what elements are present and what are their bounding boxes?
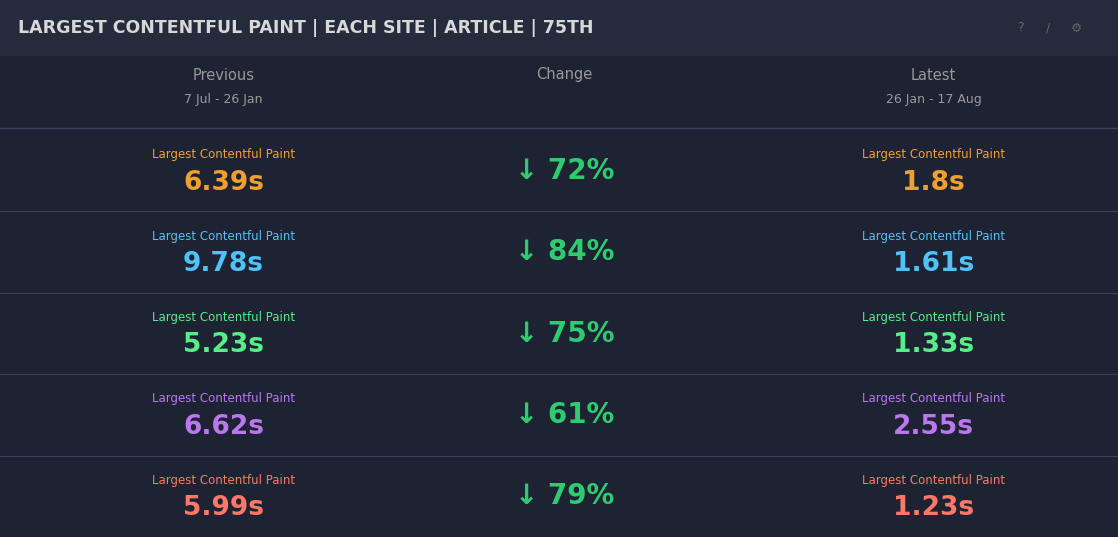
Text: ?: ?: [1016, 21, 1023, 34]
Text: 1.8s: 1.8s: [902, 170, 965, 195]
Text: ↓ 75%: ↓ 75%: [515, 320, 614, 347]
Text: 26 Jan - 17 Aug: 26 Jan - 17 Aug: [885, 93, 982, 106]
Text: Largest Contentful Paint: Largest Contentful Paint: [152, 230, 295, 243]
Text: 1.61s: 1.61s: [893, 251, 974, 277]
Text: /: /: [1045, 21, 1050, 34]
Text: 2.55s: 2.55s: [893, 414, 974, 440]
Text: 6.39s: 6.39s: [183, 170, 264, 195]
Text: Largest Contentful Paint: Largest Contentful Paint: [862, 311, 1005, 324]
Text: ↓ 61%: ↓ 61%: [515, 401, 614, 429]
Text: 1.33s: 1.33s: [893, 332, 974, 359]
Text: Latest: Latest: [911, 68, 956, 83]
Text: Largest Contentful Paint: Largest Contentful Paint: [152, 311, 295, 324]
Text: ↓ 79%: ↓ 79%: [515, 482, 614, 510]
Text: 5.99s: 5.99s: [183, 495, 264, 521]
Text: 9.78s: 9.78s: [183, 251, 264, 277]
Text: 6.62s: 6.62s: [183, 414, 264, 440]
Text: Change: Change: [537, 68, 593, 83]
Text: 1.23s: 1.23s: [893, 495, 974, 521]
Text: Largest Contentful Paint: Largest Contentful Paint: [152, 148, 295, 161]
Text: Largest Contentful Paint: Largest Contentful Paint: [862, 474, 1005, 487]
Text: Largest Contentful Paint: Largest Contentful Paint: [152, 393, 295, 405]
Text: LARGEST CONTENTFUL PAINT | EACH SITE | ARTICLE | 75TH: LARGEST CONTENTFUL PAINT | EACH SITE | A…: [18, 19, 594, 37]
Text: 7 Jul - 26 Jan: 7 Jul - 26 Jan: [184, 93, 263, 106]
Text: Previous: Previous: [192, 68, 255, 83]
Text: Largest Contentful Paint: Largest Contentful Paint: [862, 148, 1005, 161]
Text: 5.23s: 5.23s: [183, 332, 264, 359]
Text: Largest Contentful Paint: Largest Contentful Paint: [862, 230, 1005, 243]
Text: ↓ 84%: ↓ 84%: [515, 238, 614, 266]
Text: ⚙: ⚙: [1070, 21, 1081, 34]
Text: ↓ 72%: ↓ 72%: [515, 157, 614, 185]
Text: Largest Contentful Paint: Largest Contentful Paint: [862, 393, 1005, 405]
Bar: [0, 0, 1118, 55]
Text: Largest Contentful Paint: Largest Contentful Paint: [152, 474, 295, 487]
